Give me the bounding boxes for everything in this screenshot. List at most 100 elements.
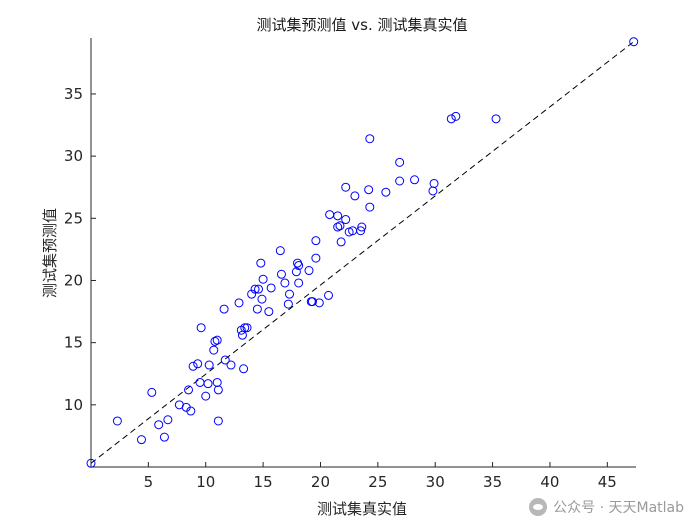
data-point <box>275 246 285 256</box>
data-point <box>333 211 343 221</box>
data-point <box>112 416 122 426</box>
x-tick-label: 20 <box>311 473 330 491</box>
x-tick-label: 45 <box>598 473 617 491</box>
data-point <box>294 261 304 271</box>
watermark-text: 公众号 · 天天Matlab <box>553 500 684 516</box>
data-point <box>254 284 264 294</box>
data-point <box>240 323 250 333</box>
data-point <box>364 185 374 195</box>
y-tick-label: 30 <box>64 147 83 165</box>
data-point <box>209 345 219 355</box>
data-point <box>294 278 304 288</box>
data-point <box>264 307 274 317</box>
y-axis-label: 测试集预测值 <box>41 208 59 298</box>
data-point <box>193 359 203 369</box>
data-point <box>212 335 222 345</box>
data-point <box>212 377 222 387</box>
x-tick-label: 40 <box>540 473 559 491</box>
data-point <box>163 415 173 425</box>
data-point <box>428 186 438 196</box>
data-point <box>446 114 456 124</box>
data-point <box>395 157 405 167</box>
data-point <box>307 297 317 307</box>
reference-line <box>90 41 635 464</box>
wechat-icon <box>529 498 548 516</box>
data-point <box>220 355 230 365</box>
data-point <box>284 289 294 299</box>
data-point <box>341 215 351 225</box>
data-point <box>324 290 334 300</box>
x-tick-label: 35 <box>483 473 502 491</box>
data-point <box>188 361 198 371</box>
data-point <box>186 406 196 416</box>
y-tick-label: 25 <box>64 209 83 227</box>
data-point <box>276 269 286 279</box>
data-point <box>429 178 439 188</box>
x-ticks: 5 10 15 20 25 30 35 40 45 <box>144 462 617 491</box>
x-tick-label: 15 <box>254 473 273 491</box>
data-point <box>314 298 324 308</box>
y-ticks: 10 15 20 25 30 35 <box>64 85 96 414</box>
data-point <box>136 435 146 445</box>
data-point <box>629 37 639 47</box>
chart-title: 测试集预测值 vs. 测试集真实值 <box>257 16 468 34</box>
x-tick-label: 5 <box>144 473 154 491</box>
data-point <box>237 330 247 340</box>
x-tick-label: 30 <box>426 473 445 491</box>
data-point <box>257 294 267 304</box>
y-tick-label: 10 <box>64 396 83 414</box>
data-point <box>335 221 345 231</box>
x-tick-label: 10 <box>196 473 215 491</box>
data-point <box>250 284 260 294</box>
data-point <box>291 267 301 277</box>
x-tick-label: 25 <box>368 473 387 491</box>
data-point <box>350 191 360 201</box>
data-point <box>491 114 501 124</box>
x-axis-label: 测试集真实值 <box>317 500 407 518</box>
data-point <box>203 379 213 389</box>
data-point <box>410 175 420 185</box>
data-point <box>213 416 223 426</box>
data-point <box>356 226 366 236</box>
data-point <box>381 187 391 197</box>
data-point <box>365 134 375 144</box>
data-point <box>365 202 375 212</box>
data-point <box>280 278 290 288</box>
data-point <box>201 391 211 401</box>
data-point <box>210 336 220 346</box>
data-point <box>226 360 236 370</box>
data-point <box>311 253 321 263</box>
data-point <box>283 299 293 309</box>
data-point <box>195 377 205 387</box>
data-point <box>219 304 229 314</box>
data-point <box>234 298 244 308</box>
y-tick-label: 15 <box>64 334 83 352</box>
y-tick-label: 20 <box>64 271 83 289</box>
points-group <box>86 37 639 468</box>
data-point <box>333 222 343 232</box>
data-point <box>204 360 214 370</box>
data-point <box>159 432 169 442</box>
data-point <box>341 182 351 192</box>
y-tick-label: 35 <box>64 85 83 103</box>
data-point <box>147 387 157 397</box>
data-point <box>357 222 367 232</box>
data-point <box>239 364 249 374</box>
data-point <box>184 385 194 395</box>
data-point <box>395 176 405 186</box>
data-point <box>86 458 96 468</box>
data-point <box>256 258 266 268</box>
axes-group <box>90 38 636 468</box>
data-point <box>213 385 223 395</box>
data-point <box>336 237 346 247</box>
data-point <box>196 323 206 333</box>
data-point <box>154 420 164 430</box>
data-point <box>325 210 335 220</box>
data-point <box>451 111 461 121</box>
watermark: 公众号 · 天天Matlab <box>529 497 684 517</box>
data-point <box>304 266 314 276</box>
data-point <box>266 283 276 293</box>
data-point <box>252 304 262 314</box>
data-point <box>258 274 268 284</box>
